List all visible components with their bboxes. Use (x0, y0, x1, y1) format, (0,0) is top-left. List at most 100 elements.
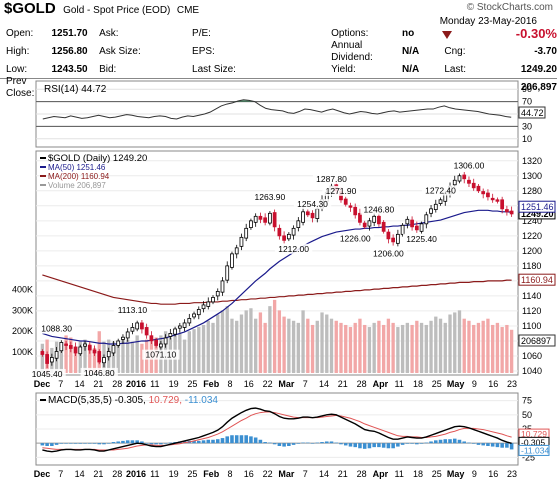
volume-bar (467, 320, 471, 373)
macd-histogram-bar (116, 441, 120, 444)
macd-histogram-bar (87, 443, 92, 444)
price-tick-label: 1300 (522, 171, 542, 181)
volume-bar (419, 322, 424, 373)
macd-histogram-bar (92, 443, 97, 444)
candle-body (54, 351, 59, 359)
candle-body (367, 220, 372, 227)
candle-body (277, 227, 282, 237)
macd-histogram-bar (448, 439, 452, 444)
price-annotation: 1271.90 (322, 185, 360, 196)
x-tick-label: 14 (75, 469, 85, 479)
quote-value (252, 64, 332, 76)
volume-bar (495, 322, 500, 373)
rsi-last-label: 44.72 (518, 106, 546, 119)
x-tick-label: 16 (244, 469, 254, 479)
x-tick-label: 22 (263, 379, 273, 389)
candle-body (211, 297, 215, 303)
candle-body (315, 208, 320, 219)
quote-label: EPS: (192, 46, 215, 57)
x-tick-label: 14 (75, 379, 85, 389)
macd-histogram-bar (467, 442, 471, 444)
x-tick-label: May (447, 379, 465, 389)
candle-body (234, 247, 239, 255)
macd-panel: MACD(5,35,5) -0.305, 10.729, -11.034 75 5… (35, 392, 550, 466)
macd-histogram-bar (452, 438, 457, 444)
quote-date: Monday 23-May-2016 (439, 16, 537, 27)
x-tick-label: 9 (472, 379, 477, 389)
volume-bar (135, 335, 139, 373)
volume-bar (140, 343, 144, 373)
candle-body (429, 208, 433, 214)
macd-histogram-bar (429, 441, 433, 444)
macd-histogram-bar (358, 443, 362, 449)
candle-body (286, 233, 291, 240)
volume-bar (363, 324, 367, 373)
candle-body (159, 343, 163, 348)
candle-body (433, 203, 438, 210)
volume-tick-label: 300K (12, 305, 33, 315)
volume-bar (59, 345, 63, 373)
volume-tick-label: 200K (12, 326, 33, 336)
volume-tick-label: 400K (12, 284, 33, 294)
volume-bar (377, 320, 381, 373)
x-tick-label: 23 (507, 469, 517, 479)
quote-label: Open: (6, 28, 34, 39)
volume-bar (192, 329, 196, 373)
volume-bar (339, 322, 343, 373)
volume-bar (367, 327, 372, 373)
volume-bar (268, 306, 272, 373)
price-annotation-label: 1206.00 (373, 248, 404, 258)
macd-histogram-bar (296, 443, 301, 444)
volume-bar (235, 320, 239, 373)
price-annotation: 1045.40 (28, 368, 66, 379)
macd-histogram-bar (192, 440, 196, 444)
quote-value (150, 28, 192, 40)
quote-label: Annual Dividend: (331, 40, 373, 63)
macd-histogram-bar (73, 443, 78, 444)
macd-histogram-bar (69, 443, 73, 444)
macd-histogram-bar (471, 443, 476, 444)
macd-histogram-bar (343, 443, 348, 446)
macd-histogram-bar (481, 443, 485, 446)
candle-body (163, 337, 168, 345)
volume-bar (126, 339, 130, 373)
x-tick-label: 7 (58, 379, 63, 389)
x-tick-label: Apr (373, 379, 389, 389)
macd-histogram-bar (377, 443, 381, 448)
price-tick-label: 1280 (522, 186, 542, 196)
x-tick-label: 7 (303, 469, 308, 479)
candle-body (187, 318, 192, 324)
candle-body (509, 210, 514, 215)
macd-histogram-bar (239, 435, 244, 444)
rsi-line (42, 99, 512, 120)
volume-bar (121, 337, 125, 373)
volume-bar (296, 322, 300, 373)
candle-body (467, 179, 471, 184)
macd-histogram-bar (277, 443, 282, 446)
volume-bar (187, 331, 191, 373)
volume-bar (291, 320, 296, 373)
price-right-label-text: 1160.94 (521, 275, 553, 285)
macd-right-label-text: -11.034 (521, 445, 549, 455)
candle-body (452, 179, 457, 186)
macd-histogram-bar (443, 439, 448, 444)
volume-last-label: 206897 (518, 334, 556, 347)
x-tick-label: 7 (303, 379, 308, 389)
source-credit[interactable]: © StockCharts.com (466, 2, 553, 13)
volume-bar (386, 318, 391, 373)
price-annotation: 1226.00 (336, 233, 374, 244)
volume-bar (69, 337, 73, 373)
volume-bar (325, 314, 329, 373)
candle-body (410, 219, 414, 228)
candle-body (206, 301, 211, 307)
x-tick-label: 2016 (126, 379, 146, 389)
candle-body (296, 220, 301, 228)
volume-bar (500, 327, 504, 373)
volume-bar (287, 318, 291, 373)
quote-value: 1251.70 (51, 28, 88, 39)
candle-body (405, 218, 410, 225)
macd-histogram-bar (78, 443, 83, 444)
macd-histogram-bar (197, 440, 201, 444)
volume-bar (263, 322, 267, 373)
